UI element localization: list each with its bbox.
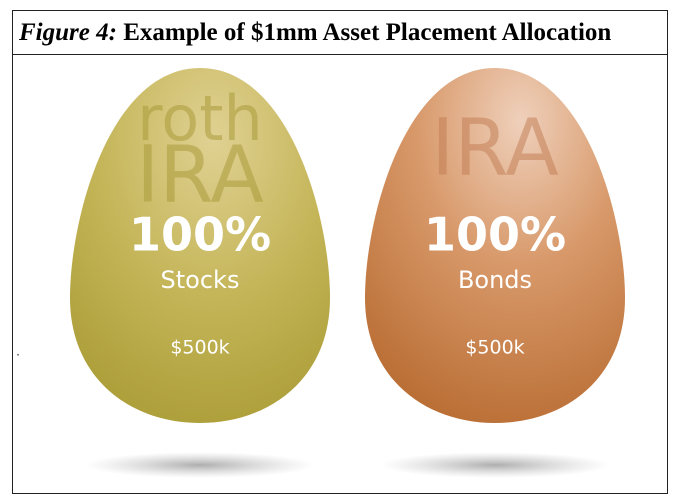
percent: 100% xyxy=(129,208,271,262)
amount: $500k xyxy=(465,337,524,359)
egg-shadow xyxy=(85,452,315,478)
eggs-illustration: roth IRA 100% Stocks $500k IRA 100% Bond… xyxy=(0,0,673,500)
account-label: IRA xyxy=(431,103,558,193)
asset-class: Bonds xyxy=(458,266,532,294)
egg-shadow xyxy=(380,452,610,478)
percent: 100% xyxy=(424,208,566,262)
margin-mark: . xyxy=(16,345,20,359)
page: Figure 4: Example of $1mm Asset Placemen… xyxy=(0,0,673,500)
asset-class: Stocks xyxy=(161,266,240,294)
amount: $500k xyxy=(170,337,229,359)
